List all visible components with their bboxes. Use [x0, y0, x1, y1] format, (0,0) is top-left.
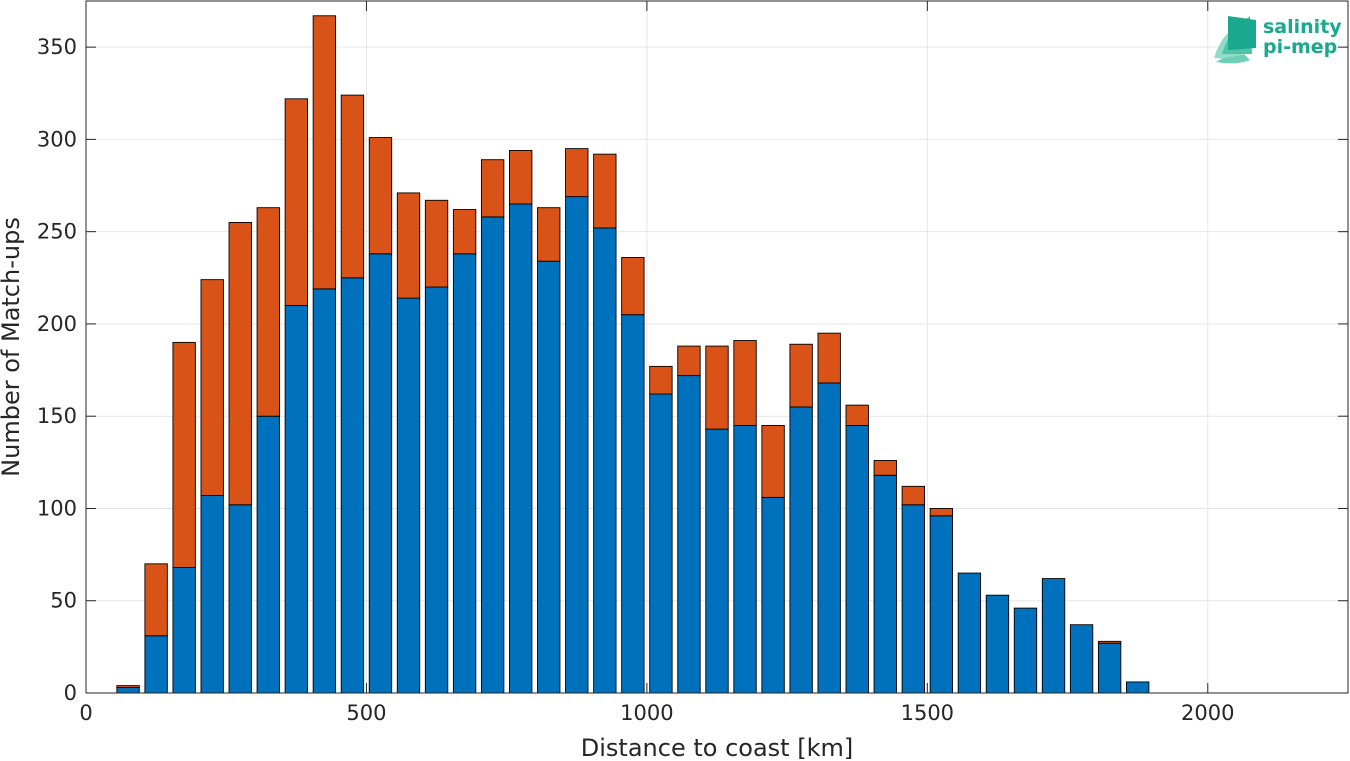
- bar-series-1: [116, 687, 140, 694]
- y-tick-label: 150: [37, 404, 77, 428]
- bar-series-1: [200, 495, 224, 694]
- bar-series-1: [873, 474, 897, 694]
- bar-series-1: [312, 288, 337, 694]
- bar-series-1: [621, 314, 645, 694]
- bar-series-2: [200, 279, 224, 496]
- x-tick-label: 2000: [1181, 701, 1234, 725]
- bar-series-1: [452, 253, 477, 694]
- y-tick-label: 0: [64, 681, 77, 705]
- bar-series-1: [1041, 578, 1066, 694]
- x-tick-label: 1500: [901, 701, 954, 725]
- bar-series-2: [845, 404, 869, 426]
- bar-series-2: [509, 150, 533, 205]
- bar-series-2: [1097, 640, 1122, 644]
- logo-line-1: salinity: [1263, 16, 1342, 38]
- bar-series-2: [144, 563, 168, 637]
- bar-series-1: [228, 504, 252, 694]
- y-tick-label: 300: [37, 127, 77, 151]
- bar-series-1: [985, 594, 1010, 694]
- bar-series-1: [396, 297, 421, 694]
- bar-series-2: [537, 207, 561, 262]
- bar-series-2: [873, 460, 897, 476]
- x-axis-label: Distance to coast [km]: [581, 734, 853, 761]
- bar-series-1: [284, 305, 309, 694]
- bar-series-1: [1097, 642, 1122, 694]
- bar-series-1: [537, 260, 561, 694]
- bar-series-2: [452, 209, 477, 255]
- bar-series-1: [368, 253, 393, 694]
- x-tick-label: 0: [79, 701, 92, 725]
- bar-series-2: [116, 685, 140, 688]
- bar-series-2: [593, 153, 617, 229]
- y-tick-label: 50: [50, 589, 77, 613]
- bar-series-1: [649, 393, 673, 694]
- x-tick-label: 1000: [620, 701, 673, 725]
- bar-series-1: [957, 572, 982, 694]
- bar-series-1: [705, 428, 729, 694]
- bar-series-1: [901, 504, 925, 694]
- x-tick-label: 500: [346, 701, 386, 725]
- axis-ticks: 0 500 1000 1500 2000 0 50 100 150 200 250 300 350: [37, 1, 1348, 725]
- bar-series-2: [621, 257, 645, 316]
- bar-series-1: [593, 227, 617, 694]
- bar-series-1: [789, 406, 813, 694]
- bar-series-2: [480, 159, 505, 218]
- bar-series-1: [509, 203, 533, 694]
- logo-wave-icon: [1214, 16, 1256, 64]
- bar-series-2: [929, 508, 954, 517]
- y-tick-label: 200: [37, 312, 77, 336]
- bar-series-2: [649, 365, 673, 395]
- bar-series-2: [677, 345, 701, 377]
- bar-series-2: [172, 341, 196, 568]
- bar-series-2: [340, 94, 365, 279]
- bar-series-2: [817, 332, 841, 384]
- bar-series-2: [901, 485, 925, 506]
- bar-series-2: [312, 15, 337, 290]
- bar-series-1: [340, 277, 365, 694]
- bar-series-2: [424, 199, 449, 288]
- bar-series-2: [396, 192, 421, 299]
- bar-series-1: [1013, 607, 1038, 694]
- y-tick-label: 250: [37, 220, 77, 244]
- bar-series-1: [256, 415, 280, 694]
- bar-series-2: [256, 207, 280, 417]
- bar-series-1: [1125, 681, 1150, 694]
- bar-series-2: [733, 340, 757, 426]
- bar-series-1: [761, 496, 785, 694]
- bar-series-2: [228, 221, 252, 506]
- bar-series-2: [705, 345, 729, 430]
- bar-series-2: [789, 343, 813, 408]
- plot-frame: [85, 0, 1349, 694]
- bar-series-1: [845, 424, 869, 694]
- bar-series-1: [424, 286, 449, 694]
- bar-series-1: [565, 196, 589, 694]
- bar-series-1: [733, 424, 757, 694]
- y-tick-label: 100: [37, 496, 77, 520]
- bar-series-2: [565, 148, 589, 198]
- bar-series-1: [144, 635, 168, 694]
- bar-series-1: [677, 375, 701, 694]
- bar-series-1: [480, 216, 505, 694]
- logo-line-2: pi-mep: [1263, 36, 1337, 58]
- y-axis-label: Number of Match-ups: [0, 217, 25, 477]
- salinity-pi-mep-logo: salinity pi-mep: [1214, 16, 1342, 64]
- bar-series-2: [368, 137, 393, 255]
- bar-series-1: [172, 567, 196, 694]
- y-tick-label: 350: [37, 35, 77, 59]
- bar-series-1: [1069, 624, 1094, 694]
- bar-series-2: [284, 98, 309, 306]
- bar-series-2: [761, 424, 785, 498]
- bars: [116, 15, 1150, 694]
- bar-series-1: [929, 515, 954, 694]
- bar-series-1: [817, 382, 841, 694]
